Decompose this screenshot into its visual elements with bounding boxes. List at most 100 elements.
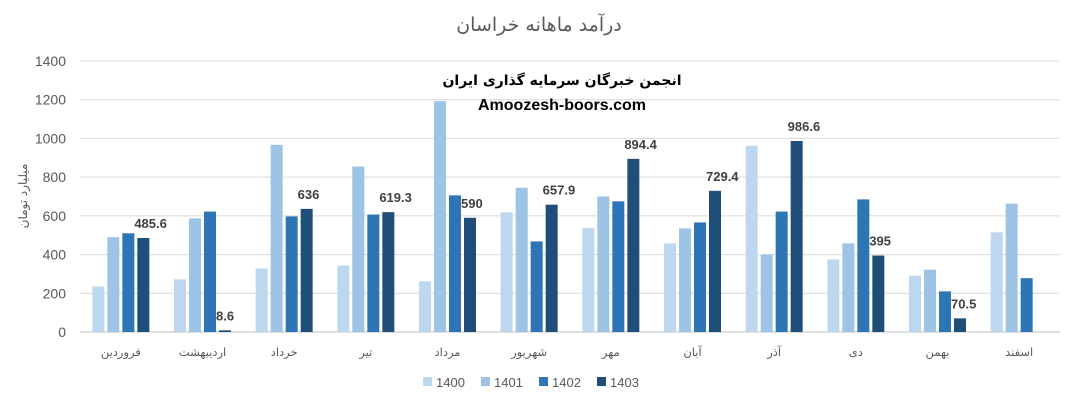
bar-1401	[434, 101, 446, 333]
bar-1403	[954, 318, 966, 332]
data-label: 70.5	[951, 296, 976, 311]
bar-1400	[255, 268, 268, 332]
bar-1403	[382, 212, 395, 332]
bar-1402	[694, 222, 706, 332]
bar-1402	[939, 291, 951, 332]
bar-1403	[627, 158, 640, 332]
watermark-line2: Amoozesh-boors.com	[478, 97, 646, 114]
y-tick-label: 1200	[35, 92, 66, 108]
data-labels: 485.6 8.6 636 619.3 590 657.9 894.4 729.4 986.6 3…	[134, 119, 976, 323]
x-tick-label: تیر	[358, 345, 372, 360]
bar-1401	[352, 166, 365, 332]
bar-1400	[990, 232, 1003, 332]
bar-1403	[872, 255, 885, 332]
bar-1402	[122, 233, 135, 332]
watermark-line1: انجمن خبرگان سرمایه گذاری ایران	[442, 72, 681, 89]
y-tick-label: 800	[43, 169, 67, 185]
x-tick-label: اسفند	[1005, 345, 1033, 359]
bar-1403	[464, 217, 476, 332]
bar-1401	[189, 218, 201, 332]
bar-1403	[300, 208, 313, 332]
y-axis-label: میلیارد تومان	[16, 164, 31, 229]
bar-1400	[419, 281, 431, 332]
x-tick-label: اردیبهشت	[179, 345, 226, 360]
y-tick-label: 400	[43, 247, 67, 263]
bar-1401	[842, 243, 855, 332]
bar-1400	[909, 275, 921, 332]
bar-1402	[530, 241, 543, 332]
bar-1401	[107, 237, 120, 332]
data-label: 986.6	[788, 119, 821, 134]
legend-label: 1401	[494, 375, 523, 390]
data-label: 395	[869, 234, 891, 249]
bar-1401	[1005, 203, 1018, 332]
bars	[92, 101, 1033, 333]
x-tick-label: فروردین	[101, 345, 141, 360]
bar-1400	[582, 228, 595, 332]
x-tick-label: مهر	[601, 345, 620, 360]
bar-1400	[174, 279, 186, 332]
legend: 1400 1401 1402 1403	[423, 375, 639, 390]
bar-1402	[285, 216, 298, 332]
bar-1401	[679, 228, 691, 332]
legend-item: 1403	[597, 375, 639, 390]
bar-1401	[270, 144, 283, 332]
y-tick-label: 1000	[35, 130, 66, 146]
x-tick-label: مرداد	[435, 345, 461, 360]
bar-1403	[219, 330, 231, 332]
y-axis-ticks: 0 200 400 600 800 1000 1200 1400	[35, 53, 66, 340]
y-tick-label: 200	[43, 285, 67, 301]
x-tick-label: خرداد	[271, 345, 298, 360]
x-tick-label: آبان	[683, 345, 702, 359]
x-tick-label: دی	[849, 345, 863, 359]
data-label: 485.6	[134, 216, 167, 231]
bar-1403	[545, 204, 558, 332]
bar-1403	[790, 141, 803, 332]
legend-swatch	[539, 377, 548, 386]
x-axis-ticks: فروردین اردیبهشت خرداد تیر مرداد شهریور مهر آبا…	[101, 345, 1033, 360]
x-tick-label: آذر	[766, 345, 782, 360]
bar-1401	[760, 254, 773, 332]
gridlines	[80, 60, 1060, 333]
bar-1402	[1020, 278, 1033, 332]
data-label: 729.4	[706, 169, 739, 184]
x-tick-label: شهریور	[510, 345, 547, 360]
data-label: 894.4	[624, 137, 657, 152]
data-label: 619.3	[379, 190, 412, 205]
bar-1402	[775, 211, 788, 332]
legend-swatch	[481, 377, 490, 386]
bar-1400	[664, 243, 676, 332]
bar-1400	[92, 286, 105, 332]
data-label: 636	[298, 187, 320, 202]
y-tick-label: 0	[58, 324, 66, 340]
y-tick-label: 600	[43, 208, 67, 224]
data-label: 657.9	[543, 183, 576, 198]
bar-1402	[612, 201, 625, 332]
bar-1400	[827, 259, 840, 332]
bar-1403	[709, 190, 721, 332]
bar-1402	[367, 214, 380, 332]
bar-1403	[137, 238, 150, 332]
bar-1400	[745, 145, 758, 332]
y-tick-label: 1400	[35, 53, 66, 69]
data-label: 590	[461, 196, 483, 211]
bar-1402	[857, 199, 870, 332]
data-label: 8.6	[216, 308, 234, 323]
legend-item: 1402	[539, 375, 581, 390]
legend-label: 1400	[436, 375, 465, 390]
legend-item: 1401	[481, 375, 523, 390]
bar-1400	[500, 212, 513, 332]
chart-title: درآمد ماهانه خراسان	[456, 12, 622, 36]
legend-swatch	[597, 377, 606, 386]
legend-swatch	[423, 377, 432, 386]
bar-1401	[924, 269, 936, 332]
bar-1400	[337, 265, 350, 332]
bar-1401	[515, 187, 528, 332]
legend-label: 1403	[610, 375, 639, 390]
bar-1402	[449, 195, 461, 332]
bar-1402	[204, 211, 216, 332]
legend-label: 1402	[552, 375, 581, 390]
bar-1401	[597, 196, 610, 332]
x-tick-label: بهمن	[926, 345, 950, 360]
